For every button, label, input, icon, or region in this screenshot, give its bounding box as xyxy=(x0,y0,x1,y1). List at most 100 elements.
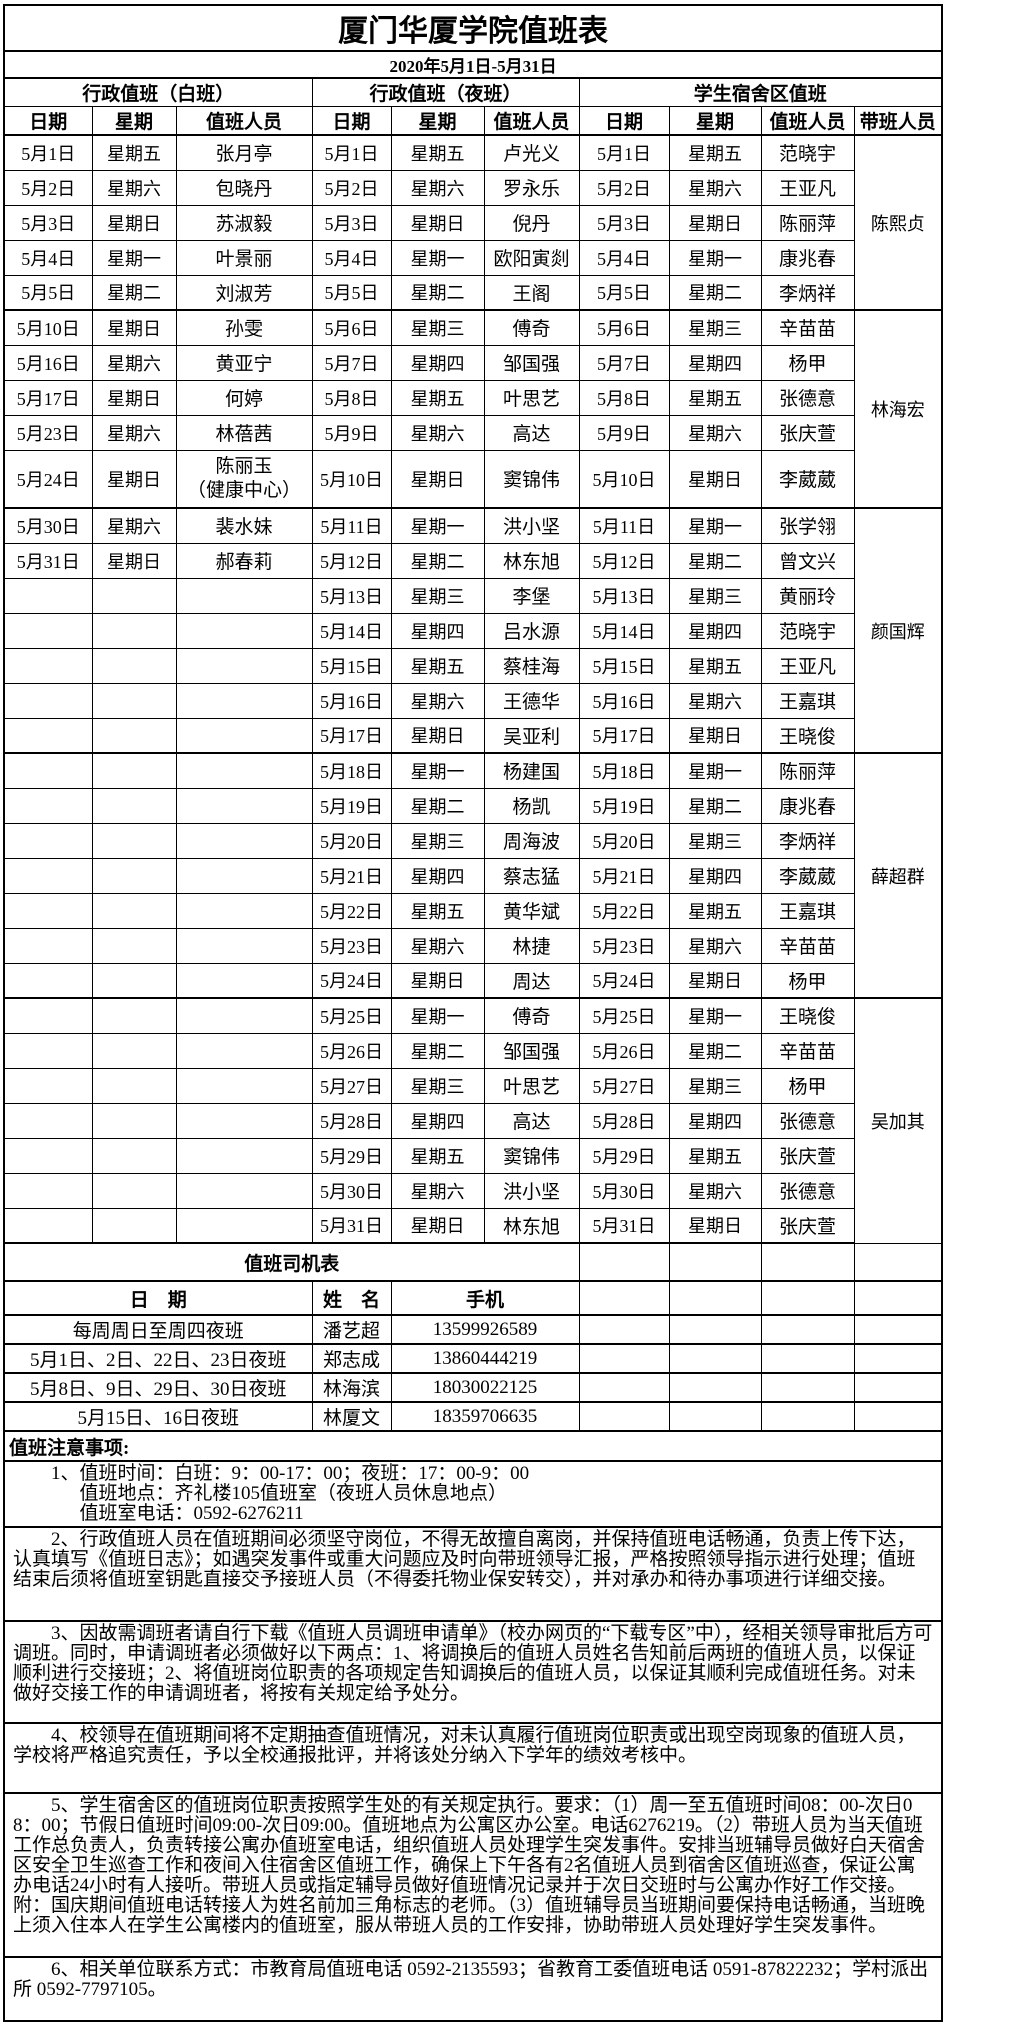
night-weekday-cell: 星期五 xyxy=(390,892,485,929)
dorm-date-cell: 5月22日 xyxy=(578,892,670,929)
white-person-cell xyxy=(175,1172,313,1209)
dorm-date-cell: 5月17日 xyxy=(578,717,670,754)
night-person-cell: 欧阳寅剡 xyxy=(483,239,580,276)
white-date-cell: 5月30日 xyxy=(3,507,93,544)
night-date-cell: 5月1日 xyxy=(311,134,392,171)
notes-title-row: 值班注意事项: xyxy=(3,1430,943,1462)
white-weekday-cell xyxy=(91,717,177,754)
white-date-cell: 5月3日 xyxy=(3,204,93,241)
dorm-date-cell: 5月26日 xyxy=(578,1032,670,1069)
col-leader: 带班人员 xyxy=(853,106,943,136)
empty-cell xyxy=(853,1314,943,1345)
white-person-cell xyxy=(175,1102,313,1139)
date-range-row: 2020年5月1日-5月31日 xyxy=(3,50,943,79)
night-weekday-cell: 星期三 xyxy=(390,1067,485,1104)
night-weekday-cell: 星期五 xyxy=(390,379,485,416)
dorm-person-cell: 辛苗苗 xyxy=(760,1032,855,1069)
white-weekday-cell xyxy=(91,1102,177,1139)
col-person-day: 值班人员 xyxy=(175,106,313,136)
night-weekday-cell: 星期一 xyxy=(390,752,485,789)
night-date-cell: 5月16日 xyxy=(311,682,392,719)
night-date-cell: 5月15日 xyxy=(311,647,392,684)
night-date-cell: 5月19日 xyxy=(311,787,392,824)
empty-cell xyxy=(668,1242,762,1282)
night-date-cell: 5月18日 xyxy=(311,752,392,789)
driver-shift-cell: 5月1日、2日、22日、23日夜班 xyxy=(3,1343,313,1374)
white-person-cell: 林蓓茜 xyxy=(175,414,313,451)
driver-table-title-row: 值班司机表 xyxy=(3,1242,943,1282)
note-text: 3、因故需调班者请自行下载《值班人员调班申请单》（校办网页的“下载专区”中），经… xyxy=(13,1623,933,1704)
dorm-date-cell: 5月21日 xyxy=(578,857,670,894)
col-person-dorm: 值班人员 xyxy=(760,106,855,136)
white-date-cell xyxy=(3,1137,93,1174)
roster-row: 5月27日 星期三 叶思艺 5月27日 星期三 杨甲 xyxy=(3,1067,942,1104)
empty-cell xyxy=(578,1314,670,1345)
empty-cell xyxy=(853,1280,943,1316)
roster-row: 5月22日 星期五 黄华斌 5月22日 星期五 王嘉琪 xyxy=(3,892,942,929)
white-person-cell: 苏淑毅 xyxy=(175,204,313,241)
night-weekday-cell: 星期二 xyxy=(390,542,485,579)
dorm-date-cell: 5月4日 xyxy=(578,239,670,276)
dorm-date-cell: 5月27日 xyxy=(578,1067,670,1104)
dorm-weekday-cell: 星期四 xyxy=(668,344,762,381)
white-weekday-cell: 星期日 xyxy=(91,449,177,509)
night-weekday-cell: 星期一 xyxy=(390,507,485,544)
dorm-person-cell: 杨甲 xyxy=(760,962,855,999)
dorm-date-cell: 5月9日 xyxy=(578,414,670,451)
white-person-cell: 刘淑芳 xyxy=(175,274,313,311)
dorm-date-cell: 5月7日 xyxy=(578,344,670,381)
driver-col-date: 日 期 xyxy=(3,1280,313,1316)
dorm-person-cell: 范晓宇 xyxy=(760,134,855,171)
empty-cell xyxy=(760,1280,855,1316)
roster-row: 5月23日 星期六 林蓓茜 5月9日 星期六 高达 5月9日 星期六 张庆萱 xyxy=(3,414,942,451)
white-person-cell xyxy=(175,927,313,964)
col-date-dorm: 日期 xyxy=(578,106,670,136)
white-date-cell xyxy=(3,787,93,824)
night-person-cell: 洪小坚 xyxy=(483,1172,580,1209)
note-text: 4、校领导在值班期间将不定期抽查值班情况，对未认真履行值班岗位职责或出现空岗现象… xyxy=(13,1725,916,1766)
night-person-cell: 窦锦伟 xyxy=(483,449,580,509)
night-weekday-cell: 星期一 xyxy=(390,239,485,276)
night-date-cell: 5月6日 xyxy=(311,309,392,346)
night-weekday-cell: 星期四 xyxy=(390,344,485,381)
white-weekday-cell: 星期日 xyxy=(91,309,177,346)
night-person-cell: 吕水源 xyxy=(483,612,580,649)
white-date-cell xyxy=(3,1102,93,1139)
note-row: 1、值班时间：白班：9：00-17：00；夜班：17：00-9：00 值班地点：齐… xyxy=(3,1460,943,1528)
night-date-cell: 5月23日 xyxy=(311,927,392,964)
driver-shift-cell: 5月15日、16日夜班 xyxy=(3,1401,313,1432)
driver-phone-cell: 13860444219 xyxy=(390,1343,580,1374)
night-person-cell: 吴亚利 xyxy=(483,717,580,754)
note-item-2: 2、行政值班人员在值班期间必须坚守岗位，不得无故擅自离岗，并保持值班电话畅通，负… xyxy=(3,1526,943,1622)
driver-phone-cell: 18359706635 xyxy=(390,1401,580,1432)
white-weekday-cell: 星期六 xyxy=(91,414,177,451)
dorm-date-cell: 5月6日 xyxy=(578,309,670,346)
dorm-date-cell: 5月31日 xyxy=(578,1207,670,1244)
night-person-cell: 傅奇 xyxy=(483,309,580,346)
roster-row: 5月30日 星期六 洪小坚 5月30日 星期六 张德意 xyxy=(3,1172,942,1209)
white-weekday-cell xyxy=(91,612,177,649)
note-line: 1、值班时间：白班：9：00-17：00；夜班：17：00-9：00 xyxy=(51,1463,530,1484)
white-person-cell xyxy=(175,1137,313,1174)
dorm-weekday-cell: 星期二 xyxy=(668,787,762,824)
night-weekday-cell: 星期日 xyxy=(390,1207,485,1244)
roster-row: 5月14日 星期四 吕水源 5月14日 星期四 范晓宇 xyxy=(3,612,942,649)
dorm-weekday-cell: 星期四 xyxy=(668,612,762,649)
white-person-cell xyxy=(175,752,313,789)
night-date-cell: 5月28日 xyxy=(311,1102,392,1139)
night-date-cell: 5月8日 xyxy=(311,379,392,416)
empty-cell xyxy=(760,1314,855,1345)
driver-name-cell: 潘艺超 xyxy=(311,1314,392,1345)
notes-body: 值班注意事项: 1、值班时间：白班：9：00-17：00；夜班：17：00-9：0… xyxy=(3,1430,943,2022)
white-weekday-cell: 星期日 xyxy=(91,379,177,416)
page-title: 厦门华厦学院值班表 xyxy=(3,4,943,52)
white-weekday-cell xyxy=(91,752,177,789)
dorm-person-cell: 王亚凡 xyxy=(760,169,855,206)
roster-row: 5月16日 星期六 王德华 5月16日 星期六 王嘉琪 xyxy=(3,682,942,719)
night-weekday-cell: 星期二 xyxy=(390,1032,485,1069)
dorm-person-cell: 王嘉琪 xyxy=(760,682,855,719)
dorm-weekday-cell: 星期三 xyxy=(668,577,762,614)
roster-row: 5月18日 星期一 杨建国 5月18日 星期一 陈丽萍 薛超群 xyxy=(3,752,943,999)
white-weekday-cell: 星期日 xyxy=(91,542,177,579)
roster-row: 5月30日 星期六 裴水妹 5月11日 星期一 洪小坚 5月11日 星期一 张学翎 颜国辉 xyxy=(3,507,943,754)
